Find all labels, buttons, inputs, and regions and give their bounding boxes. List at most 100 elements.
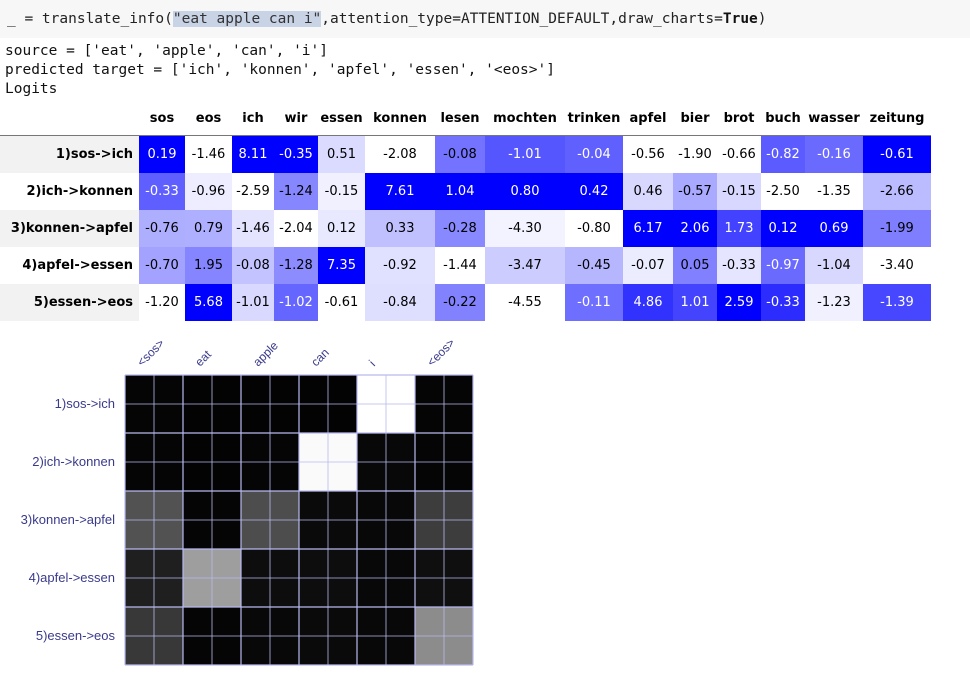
logits-row: 2)ich->konnen -0.33 -0.96 -2.59 -1.24 -0.15 7.…	[0, 173, 931, 210]
logit-cell: -0.92	[365, 247, 435, 284]
y-tick-label: 3)konnen->apfel	[21, 512, 115, 527]
logit-cell: 0.19	[139, 135, 185, 173]
code-prefix: _ = translate_info(	[7, 11, 173, 27]
x-tick-label: can	[308, 346, 332, 370]
logit-cell: 2.59	[717, 284, 761, 321]
logits-column-header: wasser	[808, 111, 860, 126]
logit-cell: -2.66	[863, 173, 931, 210]
logit-cell: -1.20	[139, 284, 185, 321]
y-tick-label: 1)sos->ich	[55, 396, 115, 411]
logits-column-header: lesen	[440, 111, 480, 126]
logit-cell: -1.46	[185, 135, 232, 173]
code-string-argument: "eat apple can i"	[172, 11, 322, 27]
y-tick-label: 5)essen->eos	[36, 628, 116, 643]
logits-column-header: apfel	[629, 111, 667, 126]
y-tick-label: 2)ich->konnen	[32, 454, 115, 469]
logit-cell: -4.55	[485, 284, 565, 321]
logit-cell: -4.30	[485, 210, 565, 247]
logits-row: 3)konnen->apfel -0.76 0.79 -1.46 -2.04 0.12 0.…	[0, 210, 931, 247]
logit-cell: -0.82	[761, 135, 805, 173]
logit-cell: -0.97	[761, 247, 805, 284]
x-tick-label: eat	[192, 347, 214, 369]
logits-row: 1)sos->ich 0.19 -1.46 8.11 -0.35 0.51 -2.08 -0.…	[0, 135, 931, 173]
logit-cell: -2.04	[274, 210, 318, 247]
logit-cell: 6.17	[623, 210, 673, 247]
logits-row-label: 2)ich->konnen	[26, 184, 133, 199]
logit-cell: -0.57	[673, 173, 717, 210]
code-suffix: )	[757, 11, 767, 27]
logit-cell: -0.35	[274, 135, 318, 173]
x-tick-label: apple	[250, 338, 281, 369]
logit-cell: -0.11	[565, 284, 623, 321]
logit-cell: -2.50	[761, 173, 805, 210]
logits-row-label: 4)apfel->essen	[22, 258, 133, 273]
logit-cell: 0.42	[565, 173, 623, 210]
logit-cell: -0.76	[139, 210, 185, 247]
logit-cell: -0.80	[565, 210, 623, 247]
logit-cell: 5.68	[185, 284, 232, 321]
logit-cell: 0.12	[761, 210, 805, 247]
logit-cell: -1.01	[485, 135, 565, 173]
logit-cell: -1.01	[232, 284, 274, 321]
logit-cell: -0.56	[623, 135, 673, 173]
logit-cell: -1.02	[274, 284, 318, 321]
logit-cell: 4.86	[623, 284, 673, 321]
logit-cell: -1.24	[274, 173, 318, 210]
logit-cell: 0.51	[318, 135, 365, 173]
logits-column-header: bier	[680, 111, 710, 126]
logit-cell: -0.08	[435, 135, 485, 173]
logit-cell: 8.11	[232, 135, 274, 173]
logit-cell: 0.46	[623, 173, 673, 210]
logit-cell: 1.95	[185, 247, 232, 284]
logit-cell: -0.66	[717, 135, 761, 173]
logit-cell: -0.15	[717, 173, 761, 210]
code-keyword-true: True	[722, 11, 758, 27]
logits-column-header: buch	[765, 111, 801, 126]
logit-cell: -0.33	[139, 173, 185, 210]
logit-cell: -1.23	[805, 284, 863, 321]
logit-cell: -1.04	[805, 247, 863, 284]
logits-row-label: 1)sos->ich	[55, 147, 133, 162]
logit-cell: -0.04	[565, 135, 623, 173]
logit-cell: 2.06	[673, 210, 717, 247]
code-input-line[interactable]: _ = translate_info("eat apple can i",att…	[0, 0, 970, 38]
logit-cell: -1.46	[232, 210, 274, 247]
source-line: source = ['eat', 'apple', 'can', 'i']	[5, 43, 329, 59]
logit-cell: -0.08	[232, 247, 274, 284]
logits-column-header: konnen	[373, 111, 427, 126]
logit-cell: -0.61	[863, 135, 931, 173]
logits-header-row: sos eos ich wir essen konnen lesen mochten trink…	[0, 102, 931, 136]
logits-column-header: zeitung	[869, 111, 925, 126]
x-tick-label: <sos>	[134, 336, 167, 369]
logit-cell: -2.08	[365, 135, 435, 173]
logit-cell: -1.44	[435, 247, 485, 284]
logit-cell: -0.15	[318, 173, 365, 210]
logit-cell: -0.45	[565, 247, 623, 284]
logits-column-header: mochten	[493, 111, 557, 126]
logit-cell: 0.05	[673, 247, 717, 284]
logits-column-header: essen	[320, 111, 363, 126]
predicted-target-line: predicted target = ['ich', 'konnen', 'ap…	[5, 62, 555, 78]
attention-heatmap: <sos> eat apple can i <eos> 1)sos->ich 2)ich->k…	[21, 336, 474, 666]
logits-label: Logits	[5, 81, 58, 97]
logit-cell: 0.79	[185, 210, 232, 247]
logits-column-header: eos	[195, 111, 222, 126]
logit-cell: -1.99	[863, 210, 931, 247]
logits-row: 5)essen->eos -1.20 5.68 -1.01 -1.02 -0.61 -0.8…	[0, 284, 931, 321]
logit-cell: 1.04	[435, 173, 485, 210]
logit-cell: 0.69	[805, 210, 863, 247]
logit-cell: 1.01	[673, 284, 717, 321]
logit-cell: -0.07	[623, 247, 673, 284]
logit-cell: -1.28	[274, 247, 318, 284]
logits-column-header: brot	[723, 111, 755, 126]
logit-cell: 0.33	[365, 210, 435, 247]
logit-cell: 0.12	[318, 210, 365, 247]
logit-cell: -1.39	[863, 284, 931, 321]
logit-cell: -0.28	[435, 210, 485, 247]
logit-cell: -1.90	[673, 135, 717, 173]
code-middle: ,attention_type=ATTENTION_DEFAULT,draw_c…	[321, 11, 723, 27]
logits-column-header: trinken	[567, 111, 621, 126]
logit-cell: 7.61	[365, 173, 435, 210]
logit-cell: -0.22	[435, 284, 485, 321]
logit-cell: -0.33	[717, 247, 761, 284]
